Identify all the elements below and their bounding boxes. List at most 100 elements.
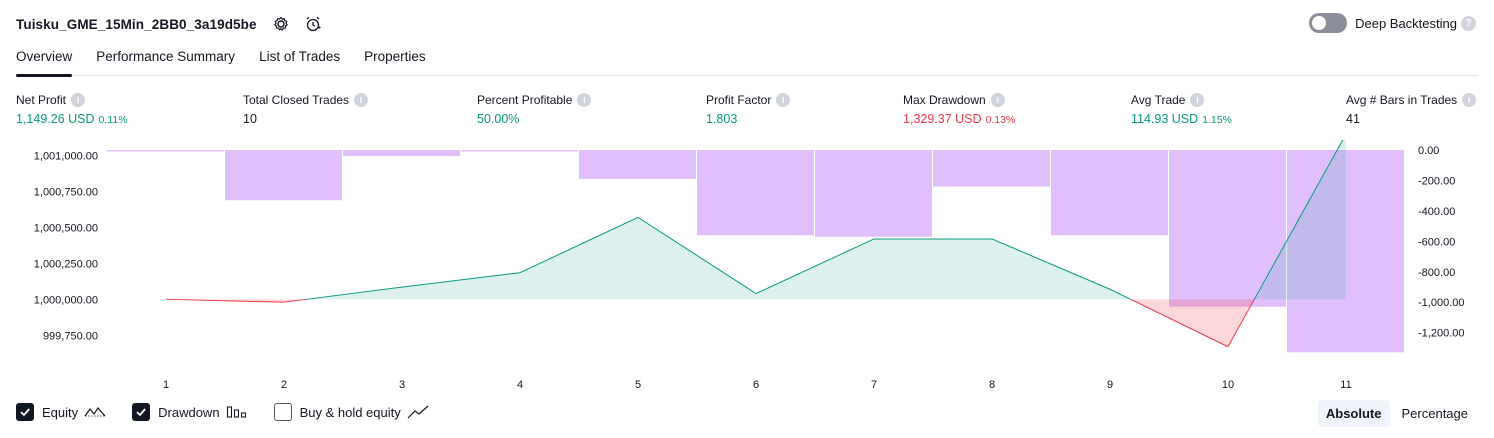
- legend-equity[interactable]: Equity: [16, 403, 106, 421]
- legend-label: Drawdown: [158, 404, 220, 420]
- metric-label-text: Avg Trade: [1131, 93, 1186, 107]
- drawdown-bar: [225, 150, 342, 201]
- equity-area: [1254, 140, 1346, 300]
- metric-max-drawdown: Max Drawdown i 1,329.37 USD 0.13%: [903, 93, 1015, 126]
- metric-net-profit: Net Profit i 1,149.26 USD 0.11%: [16, 93, 128, 126]
- chart-legend: Equity Drawdown Buy & hold equity: [16, 403, 455, 421]
- info-icon[interactable]: i: [776, 93, 791, 107]
- tab-overview[interactable]: Overview: [16, 46, 73, 77]
- deep-backtesting-label: Deep Backtesting: [1355, 15, 1457, 31]
- deep-backtesting-toggle[interactable]: [1309, 13, 1348, 33]
- metric-value: 10: [243, 112, 368, 126]
- metric-label: Total Closed Trades i: [243, 93, 369, 107]
- metric-label: Profit Factor i: [706, 93, 791, 107]
- metric-total-closed-trades: Total Closed Trades i 10: [243, 93, 369, 126]
- metrics-row: Net Profit i 1,149.26 USD 0.11% Total Clos…: [0, 93, 1494, 133]
- equity-line-segment: [637, 216, 757, 294]
- metric-avg-trade: Avg Trade i 114.93 USD 1.15%: [1131, 93, 1232, 126]
- metric-avg-bars-in-trades: Avg # Bars in Trades i 41: [1346, 93, 1477, 126]
- info-icon[interactable]: i: [71, 93, 86, 107]
- drawdown-bar: [1287, 150, 1404, 353]
- drawdown-bar: [1169, 150, 1286, 307]
- equity-line-segment: [401, 272, 521, 288]
- x-axis-tick-label: 11: [1340, 379, 1351, 391]
- metric-value: 1,329.37 USD 0.13%: [903, 112, 1015, 126]
- percentage-button[interactable]: Percentage: [1401, 406, 1469, 421]
- alarm-clock-icon[interactable]: [303, 14, 323, 34]
- drawdown-bar: [461, 150, 578, 152]
- info-icon[interactable]: i: [990, 93, 1005, 107]
- x-axis-tick-label: 2: [281, 379, 287, 391]
- metric-value-text: 10: [243, 112, 257, 126]
- x-axis-tick-label: 9: [1107, 379, 1113, 391]
- equity-line-segment: [306, 286, 403, 300]
- metric-value: 50.00%: [477, 112, 591, 126]
- drawdown-bar: [815, 150, 932, 237]
- metric-label-text: Max Drawdown: [903, 93, 986, 107]
- tab-performance-summary[interactable]: Performance Summary: [96, 49, 236, 64]
- metric-label-text: Total Closed Trades: [243, 93, 350, 107]
- buy-hold-checkbox[interactable]: [273, 403, 292, 421]
- info-icon[interactable]: i: [1190, 93, 1205, 107]
- equity-drawdown-chart[interactable]: 1,001,000.00 1,000,750.00 1,000,500.00 1,00…: [0, 140, 1494, 395]
- equity-line-segment: [165, 298, 285, 303]
- metric-value-text: 1,149.26 USD: [16, 112, 95, 126]
- x-axis-tick-label: 10: [1222, 379, 1234, 391]
- drawdown-checkbox[interactable]: [132, 403, 151, 421]
- metric-label: Percent Profitable i: [477, 93, 592, 107]
- metric-value: 1.803: [706, 112, 790, 126]
- equity-area: [402, 272, 520, 300]
- right-axis-tick-label: -200.00: [1418, 175, 1455, 187]
- info-icon[interactable]: i: [577, 93, 592, 107]
- metric-percent: 0.13%: [985, 114, 1016, 126]
- legend-drawdown[interactable]: Drawdown: [132, 403, 247, 421]
- legend-buy-hold-equity[interactable]: Buy & hold equity: [273, 403, 429, 421]
- strategy-header: Tuisku_GME_15Min_2BB0_3a19d5be: [16, 12, 323, 36]
- left-axis-tick-label: 1,000,250.00: [34, 258, 98, 270]
- tab-list-of-trades[interactable]: List of Trades: [259, 49, 341, 64]
- buy-hold-line-icon: [407, 405, 429, 419]
- metric-value: 114.93 USD 1.15%: [1131, 112, 1232, 126]
- drawdown-bar: [579, 150, 696, 179]
- absolute-button[interactable]: Absolute: [1317, 400, 1390, 427]
- drawdown-bars-icon: [226, 405, 248, 419]
- report-tabs: Overview Performance Summary List of Tra…: [16, 46, 1478, 77]
- left-axis-tick-label: 1,000,750.00: [34, 187, 98, 199]
- legend-label: Buy & hold equity: [299, 404, 401, 420]
- equity-area: [638, 217, 756, 300]
- x-axis-tick-label: 7: [871, 379, 877, 391]
- drawdown-bar: [1051, 150, 1168, 236]
- deep-backtesting-control: Deep Backtesting ?: [1309, 13, 1476, 33]
- metric-value-text: 50.00%: [477, 112, 520, 126]
- info-icon[interactable]: i: [1462, 93, 1477, 107]
- x-axis-tick-label: 3: [399, 379, 405, 391]
- equity-checkbox[interactable]: [16, 403, 34, 421]
- metric-label-text: Avg # Bars in Trades: [1346, 93, 1458, 107]
- metric-label: Net Profit i: [16, 93, 128, 107]
- right-axis-tick-label: -1,000.00: [1418, 297, 1464, 309]
- metric-label: Avg # Bars in Trades i: [1346, 93, 1477, 107]
- settings-icon[interactable]: [271, 14, 291, 34]
- equity-line-segment: [991, 238, 1111, 290]
- metric-value: 1,149.26 USD 0.11%: [16, 112, 128, 126]
- left-axis-tick-label: 1,000,500.00: [34, 222, 98, 234]
- metric-value-text: 114.93 USD: [1131, 112, 1199, 126]
- metric-value-text: 1.803: [706, 112, 738, 126]
- drawdown-bar: [933, 150, 1050, 187]
- right-axis-tick-label: -600.00: [1418, 236, 1455, 248]
- metric-label-text: Profit Factor: [706, 93, 772, 107]
- equity-line-segment: [755, 238, 875, 295]
- right-axis-tick-label: -1,200.00: [1418, 328, 1464, 340]
- metric-profit-factor: Profit Factor i 1.803: [706, 93, 791, 126]
- tab-properties[interactable]: Properties: [364, 49, 426, 64]
- equity-line-segment: [1109, 288, 1131, 300]
- x-axis-tick-label: 5: [635, 379, 641, 391]
- info-icon[interactable]: i: [354, 93, 369, 107]
- metric-label: Avg Trade i: [1131, 93, 1232, 107]
- right-axis-tick-label: 0.00: [1418, 145, 1439, 157]
- scale-toggle: Absolute Percentage: [1317, 400, 1476, 427]
- left-axis-tick-label: 1,000,000.00: [34, 294, 98, 306]
- left-axis-tick-label: 999,750.00: [43, 330, 98, 342]
- metric-label: Max Drawdown i: [903, 93, 1015, 107]
- help-icon[interactable]: ?: [1461, 15, 1476, 31]
